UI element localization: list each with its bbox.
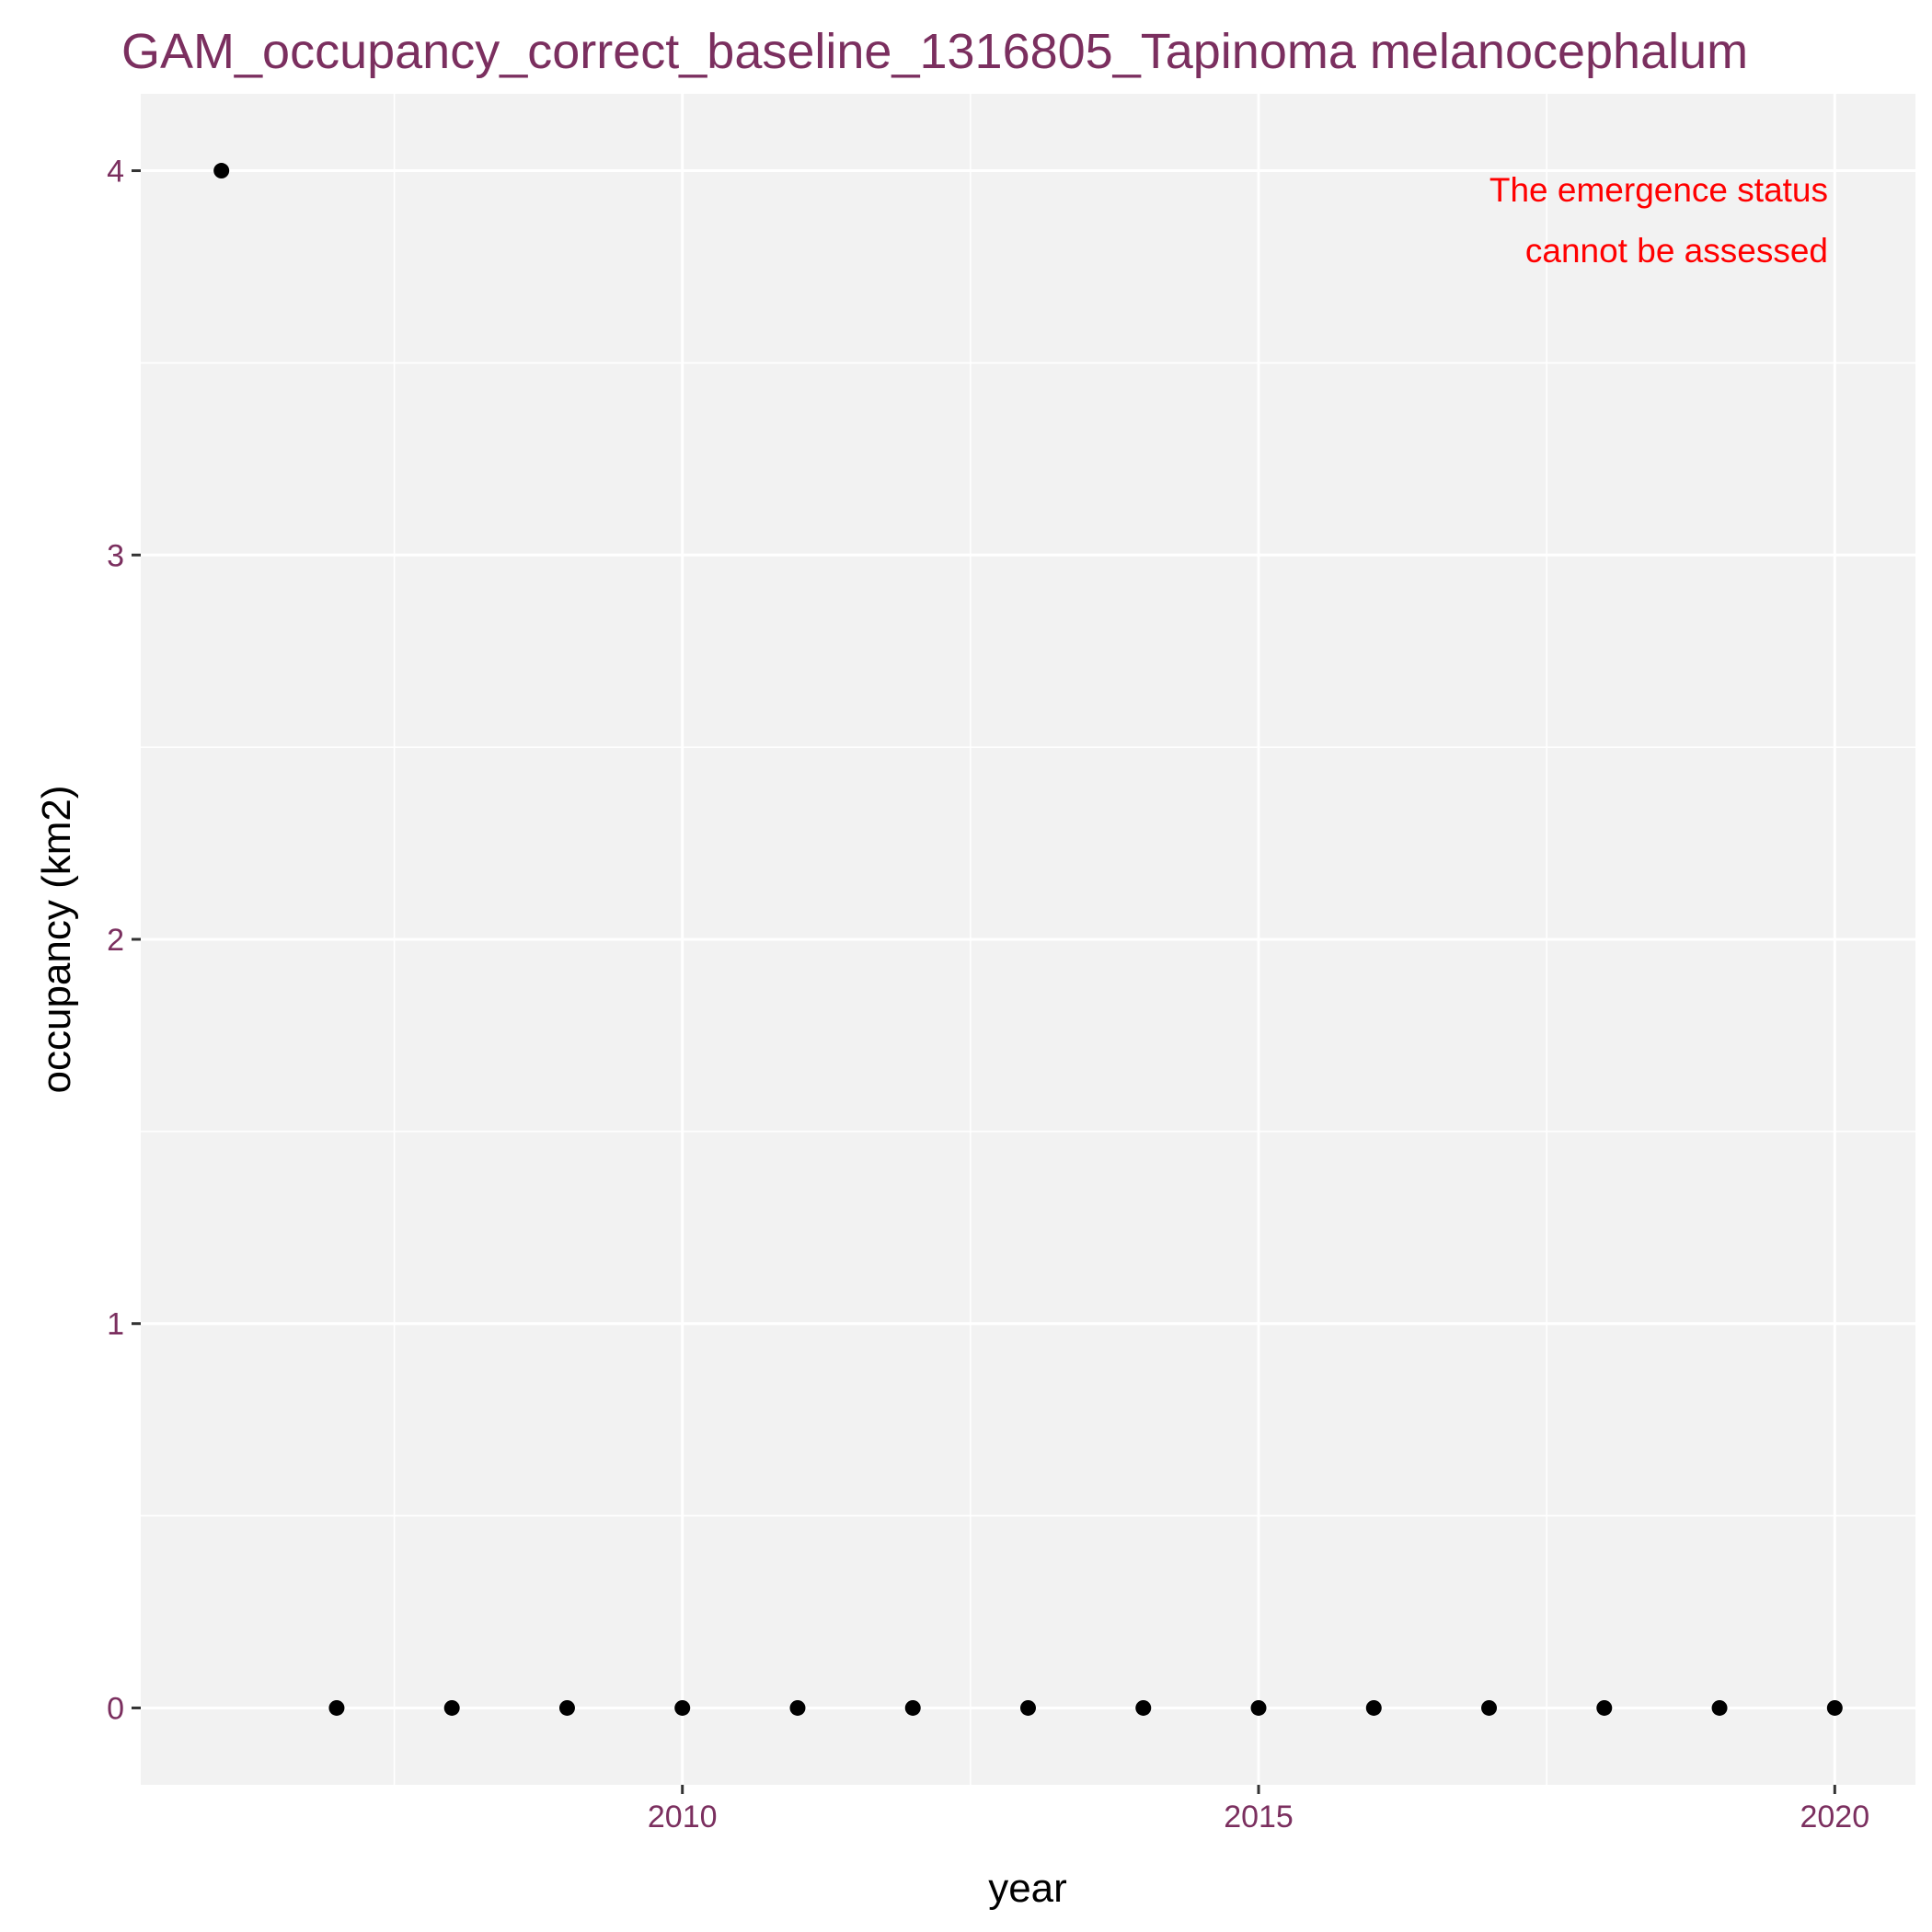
data-point bbox=[789, 1699, 806, 1716]
data-point bbox=[1135, 1699, 1152, 1716]
data-points bbox=[213, 163, 1843, 1716]
y-tick-label: 2 bbox=[107, 923, 124, 958]
data-point bbox=[328, 1699, 345, 1716]
data-point bbox=[1481, 1699, 1498, 1716]
y-axis-label: occupancy (km2) bbox=[34, 785, 79, 1093]
data-point bbox=[904, 1699, 921, 1716]
data-point bbox=[1826, 1699, 1843, 1716]
data-point bbox=[674, 1699, 691, 1716]
y-tick-label: 0 bbox=[107, 1691, 124, 1726]
data-point bbox=[1711, 1699, 1728, 1716]
annotation-line-2: cannot be assessed bbox=[1525, 232, 1828, 270]
data-point bbox=[1250, 1699, 1267, 1716]
data-point bbox=[1365, 1699, 1382, 1716]
chart-title: GAM_occupancy_correct_baseline_1316805_T… bbox=[121, 24, 1748, 79]
x-tick-label: 2010 bbox=[648, 1800, 718, 1834]
x-axis-label: year bbox=[988, 1866, 1067, 1911]
x-tick-label: 2020 bbox=[1800, 1800, 1869, 1834]
y-tick-labels: 0 1 2 3 4 bbox=[107, 155, 124, 1727]
data-point bbox=[1596, 1699, 1613, 1716]
annotation-line-1: The emergence status bbox=[1489, 171, 1828, 209]
data-point bbox=[213, 163, 230, 179]
y-tick-label: 1 bbox=[107, 1307, 124, 1342]
data-point bbox=[443, 1699, 460, 1716]
y-tick-label: 4 bbox=[107, 155, 124, 190]
x-tick-label: 2015 bbox=[1224, 1800, 1294, 1834]
axis-ticks bbox=[132, 169, 1836, 1794]
data-point bbox=[558, 1699, 575, 1716]
y-tick-label: 3 bbox=[107, 538, 124, 573]
x-tick-labels: 2010 2015 2020 bbox=[648, 1800, 1869, 1834]
data-point bbox=[1020, 1699, 1036, 1716]
